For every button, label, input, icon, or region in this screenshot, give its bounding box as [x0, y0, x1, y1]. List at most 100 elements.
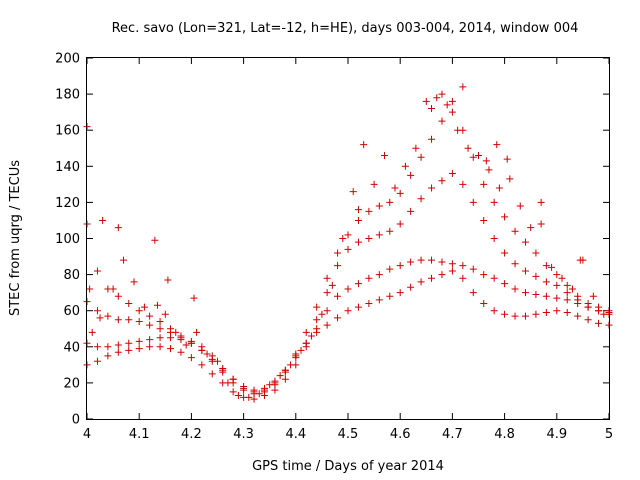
data-point: [428, 135, 436, 143]
data-point: [229, 375, 237, 383]
data-point: [271, 379, 279, 387]
data-point: [428, 256, 436, 264]
data-point: [140, 303, 148, 311]
data-point: [328, 281, 336, 289]
data-point: [448, 170, 456, 178]
data-point: [302, 339, 310, 347]
data-point: [490, 198, 498, 206]
data-point: [208, 352, 216, 360]
x-tick-label: 4.1: [129, 427, 150, 442]
data-point: [375, 202, 383, 210]
data-point: [360, 141, 368, 149]
data-point: [506, 175, 514, 183]
data-point: [568, 285, 576, 293]
data-point: [438, 90, 446, 98]
data-point: [480, 180, 488, 188]
data-point: [576, 256, 584, 264]
data-point: [177, 332, 185, 340]
data-point: [161, 310, 169, 318]
data-point: [438, 177, 446, 185]
data-point: [532, 290, 540, 298]
data-point: [542, 309, 550, 317]
data-point: [334, 314, 342, 322]
data-point: [167, 325, 175, 333]
data-point: [109, 285, 117, 293]
data-point: [292, 354, 300, 362]
data-point: [475, 151, 482, 159]
data-point: [501, 280, 509, 288]
data-point: [193, 328, 201, 336]
data-point: [448, 97, 456, 105]
y-tick-label: 200: [55, 52, 80, 67]
data-point: [417, 153, 425, 161]
chart-title: Rec. savo (Lon=321, Lat=-12, h=HE), days…: [112, 21, 579, 36]
data-point: [354, 216, 362, 224]
data-point: [469, 153, 477, 161]
data-point: [469, 198, 477, 206]
data-point: [93, 343, 101, 351]
data-point: [114, 292, 122, 300]
data-point: [99, 216, 107, 224]
data-point: [302, 328, 310, 336]
data-point: [459, 83, 467, 91]
data-point: [375, 296, 383, 304]
data-point: [438, 271, 446, 279]
data-point: [125, 299, 133, 307]
data-point: [480, 271, 488, 279]
data-point: [114, 316, 122, 324]
data-point: [323, 289, 331, 297]
data-point: [459, 262, 467, 270]
x-tick-label: 4.5: [338, 427, 359, 442]
data-point: [459, 180, 467, 188]
data-point: [354, 280, 362, 288]
data-point: [354, 206, 362, 214]
y-axis-ticks: 0 20 40 60 80 100 120 140 160 180 200: [55, 52, 609, 428]
data-point: [396, 262, 404, 270]
data-point: [93, 307, 101, 315]
data-point: [229, 388, 237, 396]
y-tick-label: 180: [55, 88, 80, 103]
data-point: [214, 357, 221, 365]
data-point: [281, 375, 289, 383]
series-arc-a: [83, 256, 613, 403]
series-arc-b: [83, 108, 613, 398]
data-point: [595, 307, 603, 315]
data-point: [396, 289, 404, 297]
data-point: [448, 260, 456, 268]
series-scatter: [83, 83, 608, 401]
data-point: [313, 303, 321, 311]
data-point: [234, 392, 242, 400]
data-point: [428, 184, 436, 192]
x-tick-label: 4.6: [390, 427, 411, 442]
data-point: [480, 216, 488, 224]
data-point: [365, 299, 373, 307]
data-point: [260, 386, 268, 394]
data-point: [104, 312, 112, 320]
data-point: [412, 144, 420, 152]
data-point: [245, 393, 253, 401]
data-point: [589, 292, 597, 300]
y-axis-label: STEC from uqrg / TECUs: [8, 160, 23, 316]
data-point: [493, 141, 501, 149]
data-point: [511, 260, 519, 268]
data-point: [370, 180, 378, 188]
data-point: [501, 310, 509, 318]
data-point: [454, 126, 462, 134]
y-tick-label: 80: [63, 268, 80, 283]
data-point: [156, 334, 164, 342]
data-point: [407, 207, 415, 215]
data-point: [375, 231, 383, 239]
data-point: [365, 207, 373, 215]
data-point: [182, 341, 190, 349]
data-point: [219, 364, 227, 372]
data-point: [266, 381, 274, 389]
data-point: [307, 332, 315, 340]
data-point: [407, 258, 415, 266]
data-point: [365, 274, 373, 282]
data-point: [490, 274, 498, 282]
data-point: [104, 343, 112, 351]
data-point: [146, 336, 154, 344]
data-point: [558, 274, 566, 282]
data-point: [240, 384, 248, 392]
data-point: [438, 258, 446, 266]
